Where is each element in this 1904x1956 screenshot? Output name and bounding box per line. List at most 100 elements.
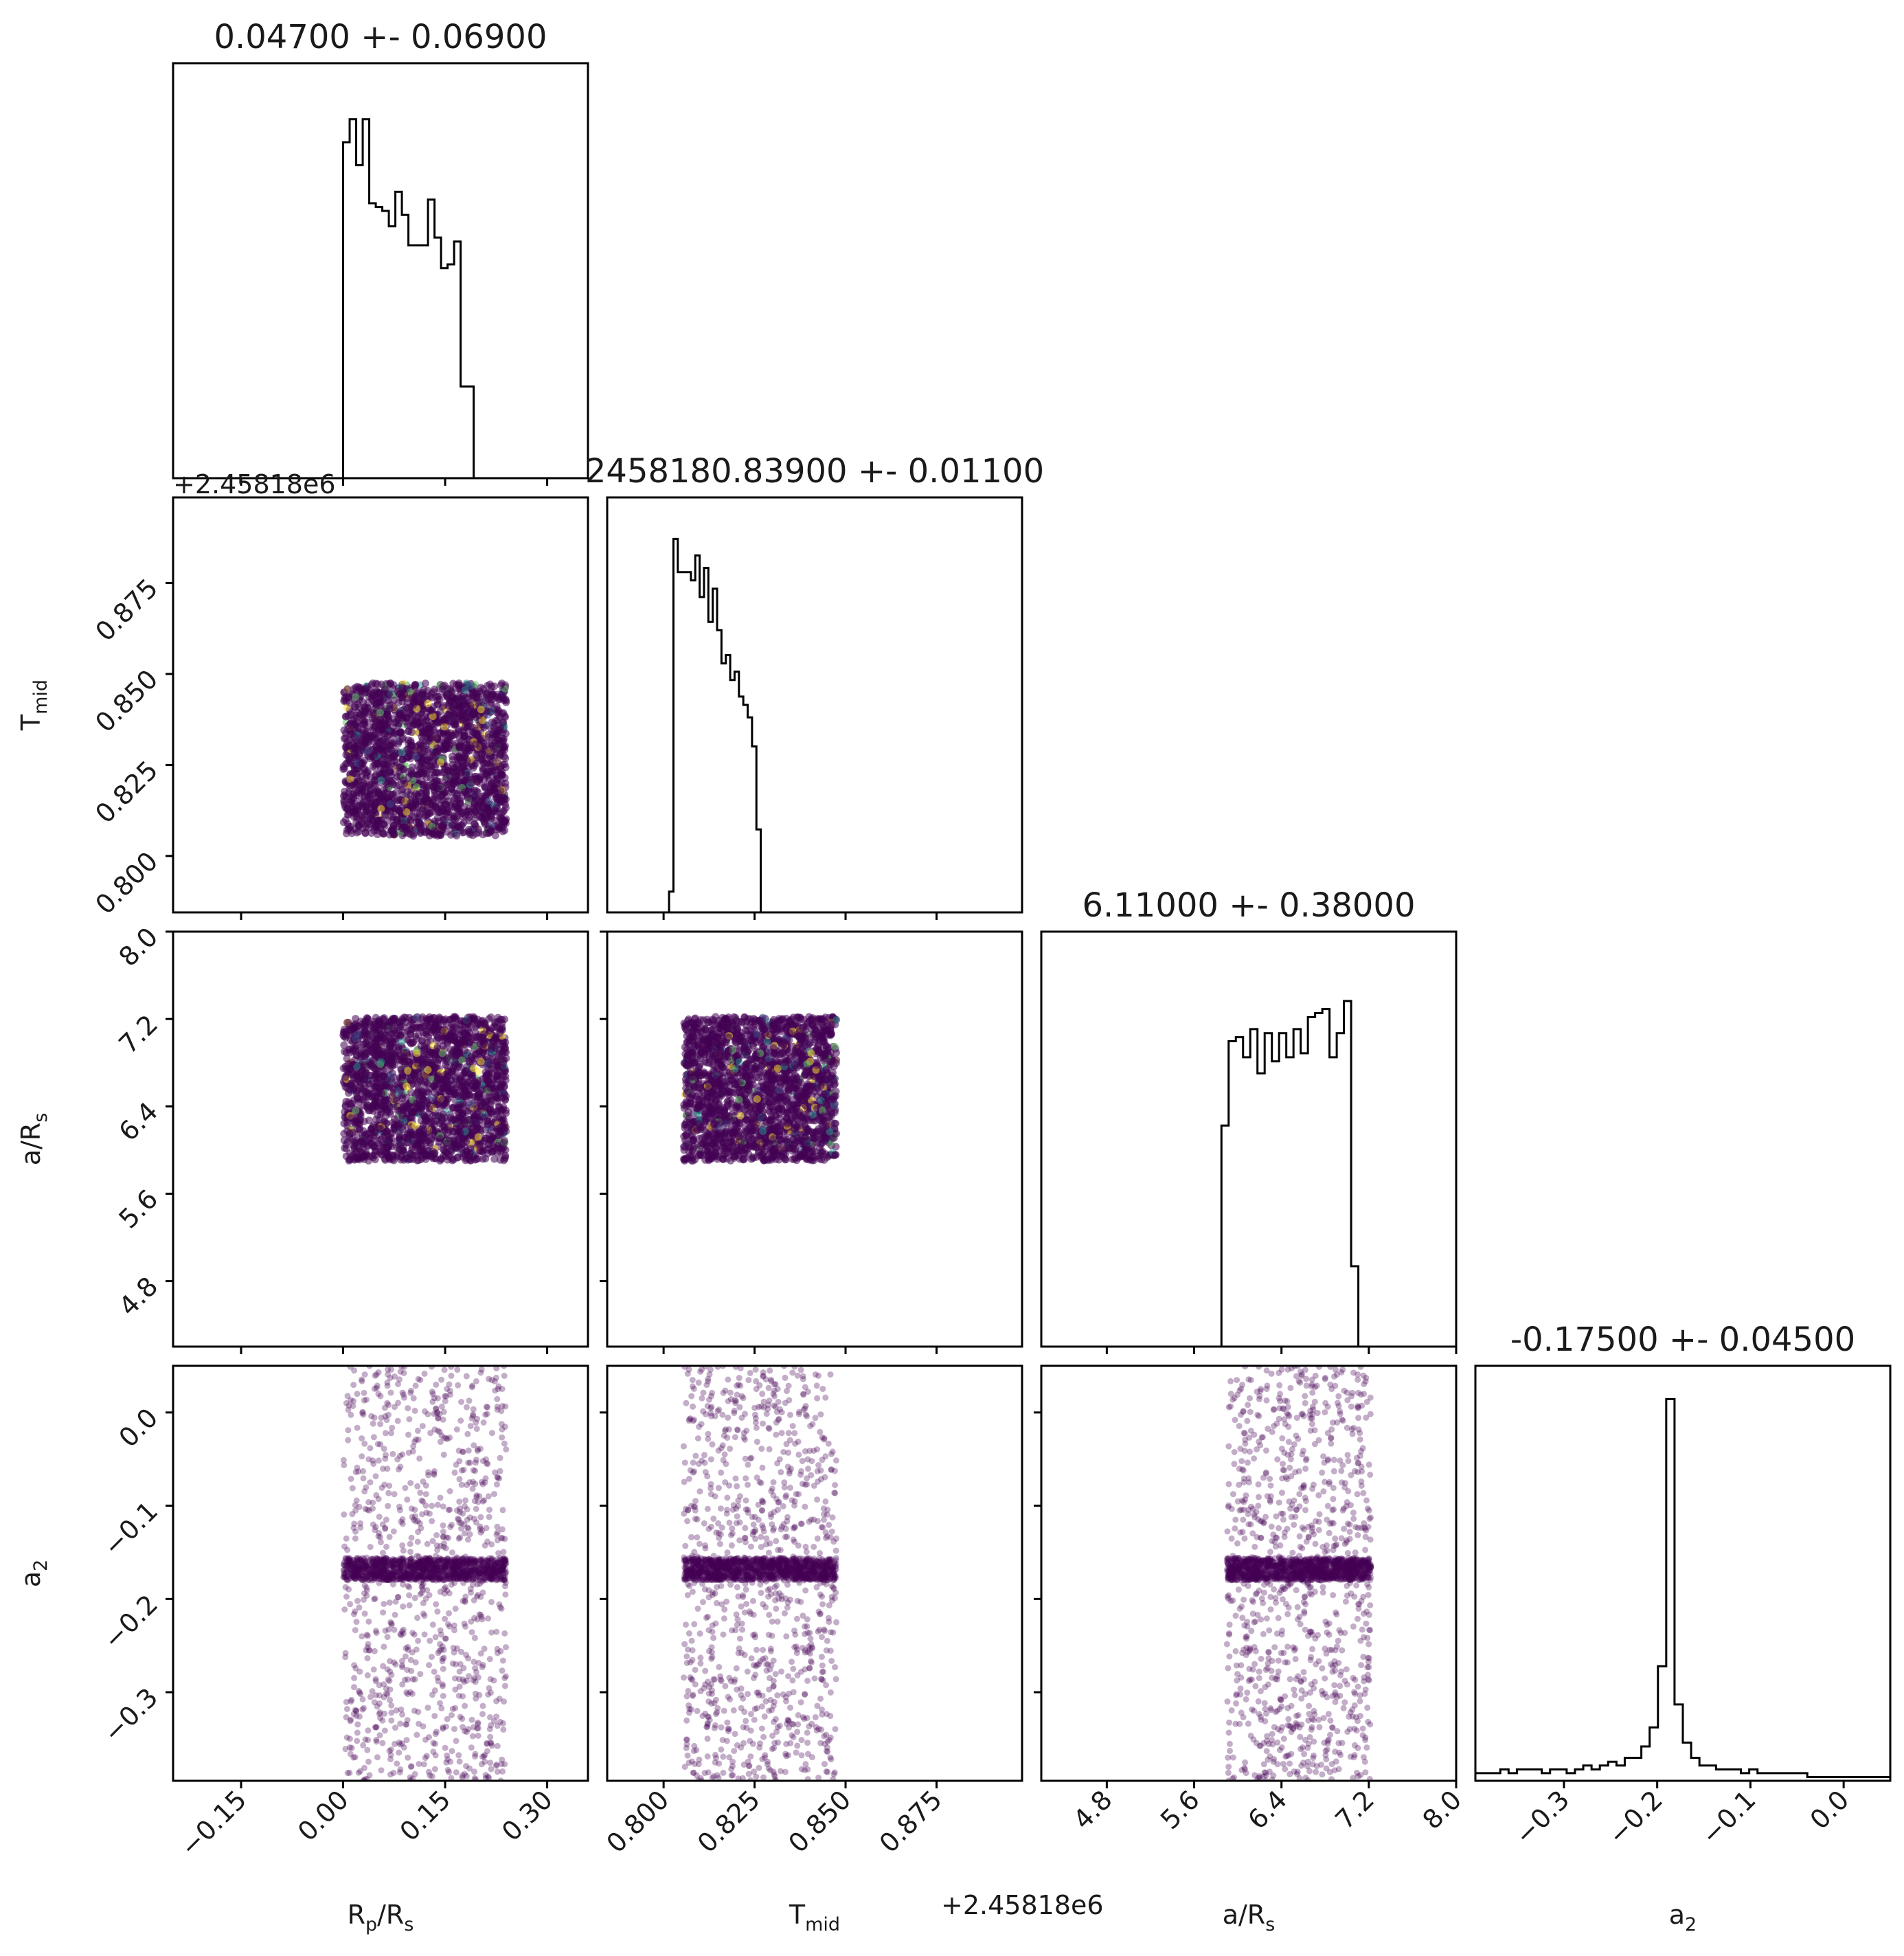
scatter-point (369, 1141, 377, 1149)
scatter-point (404, 1138, 412, 1147)
scatter-point (438, 1116, 446, 1124)
scatter-point (473, 778, 481, 786)
panel-rp-vs-rp: 0.04700 +- 0.06900 (172, 18, 589, 486)
scatter-point (386, 800, 394, 808)
scatter-point (453, 754, 461, 762)
y-tick-label: 0.850 (89, 664, 163, 738)
scatter-point (478, 734, 486, 743)
scatter-point (351, 704, 359, 712)
scatter-point (440, 723, 449, 731)
scatter-point (496, 723, 504, 732)
scatter-point (352, 1148, 361, 1156)
scatter-point (486, 1026, 494, 1035)
scatter-point (359, 1067, 367, 1075)
scatter-point (494, 759, 502, 767)
scatter-point (365, 820, 374, 829)
scatter-point (372, 679, 380, 688)
scatter-point (453, 831, 461, 840)
scatter-point (377, 1108, 385, 1116)
scatter-point (430, 1088, 438, 1097)
scatter-point (411, 1122, 420, 1130)
scatter-point (348, 800, 356, 808)
scatter-point (436, 758, 444, 767)
scatter-point (429, 1127, 438, 1135)
scatter-point (407, 831, 415, 839)
scatter-point (480, 1114, 488, 1122)
y-tick-label: 7.2 (113, 1009, 164, 1059)
scatter-point (460, 700, 468, 708)
scatter-point (362, 1039, 370, 1047)
scatter-point (374, 1090, 382, 1098)
diag-title-tmid: 2458180.83900 +- 0.01100 (585, 452, 1044, 491)
scatter-point (463, 757, 471, 765)
scatter-point (485, 1061, 493, 1069)
scatter-point (345, 789, 352, 797)
scatter-point (459, 829, 467, 837)
scatter-point (472, 760, 480, 768)
scatter-point (486, 768, 494, 776)
scatter-point (380, 1015, 388, 1024)
scatter-point (377, 776, 385, 785)
scatter-point (407, 817, 414, 825)
scatter-point (398, 791, 407, 799)
scatter-point (381, 1101, 389, 1110)
scatter-point (352, 693, 360, 701)
scatter-point (482, 1098, 490, 1106)
scatter-point (373, 1077, 381, 1086)
y-tick-label: 8.0 (113, 921, 164, 972)
scatter-point (454, 1063, 462, 1071)
scatter-point (411, 683, 419, 691)
scatter-point (442, 715, 449, 723)
scatter-point (425, 762, 433, 770)
scatter-point (484, 1121, 492, 1129)
scatter-point (494, 1066, 502, 1075)
scatter-point (428, 706, 436, 715)
scatter-point (501, 817, 509, 825)
scatter-point (416, 1129, 424, 1138)
scatter-point (340, 697, 348, 705)
scatter-point (343, 1018, 352, 1026)
scatter-point (496, 1029, 504, 1037)
scatter-point (422, 679, 429, 688)
scatter-point (481, 1068, 490, 1077)
scatter-point (407, 1076, 414, 1084)
scatter-point (455, 1114, 463, 1122)
scatter-point (354, 822, 363, 831)
diag-title-rp: 0.04700 +- 0.06900 (214, 18, 547, 56)
scatter-point (381, 810, 389, 818)
scatter-point (493, 1094, 501, 1102)
scatter-point (361, 774, 370, 783)
scatter-point (444, 701, 453, 710)
scatter-point (455, 807, 463, 816)
scatter-point (420, 1112, 429, 1120)
scatter-point (466, 1149, 474, 1158)
scatter-point (435, 785, 443, 793)
scatter-point (467, 1024, 475, 1032)
scatter-point (423, 747, 431, 756)
scatter-point (500, 1136, 508, 1145)
scatter-point (375, 689, 383, 697)
scatter-point (469, 728, 477, 736)
scatter-point (495, 737, 503, 745)
scatter-point (371, 730, 379, 738)
scatter-point (461, 776, 469, 785)
scatter-point (391, 752, 398, 761)
scatter-point (344, 712, 352, 720)
y-tick-label: 6.4 (113, 1097, 164, 1147)
scatter-point (434, 719, 442, 727)
scatter-point (499, 743, 508, 752)
scatter-point (405, 739, 412, 747)
scatter-point (469, 695, 477, 703)
scatter-point (427, 800, 435, 808)
scatter-point (361, 769, 370, 777)
panel-frame (172, 62, 589, 480)
scatter-point (351, 1044, 359, 1053)
scatter-point (455, 726, 463, 734)
scatter-point (341, 1144, 349, 1152)
scatter-point (385, 1022, 394, 1031)
scatter-point (376, 708, 385, 717)
scatter-point (352, 1088, 361, 1095)
scatter-point (429, 712, 437, 721)
scatter-point (398, 1153, 406, 1161)
scatter-point (496, 1083, 504, 1092)
